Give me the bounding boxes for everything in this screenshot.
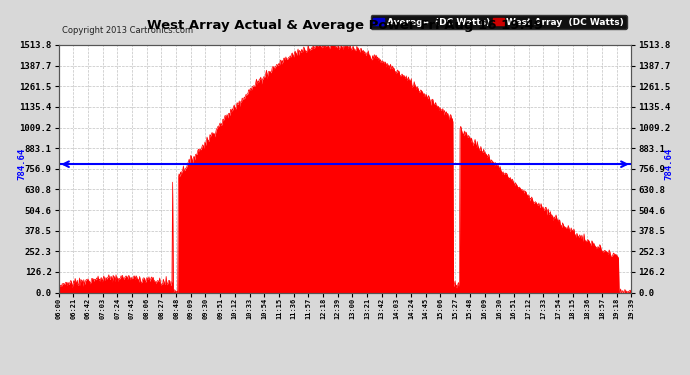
Text: 784.64: 784.64 (17, 148, 26, 180)
Text: West Array Actual & Average Power Fri Aug 16 19:49: West Array Actual & Average Power Fri Au… (147, 19, 543, 32)
Text: Copyright 2013 Cartronics.com: Copyright 2013 Cartronics.com (61, 26, 193, 35)
Text: 784.64: 784.64 (664, 148, 673, 180)
Legend: Average  (DC Watts), West Array  (DC Watts): Average (DC Watts), West Array (DC Watts… (371, 15, 627, 29)
